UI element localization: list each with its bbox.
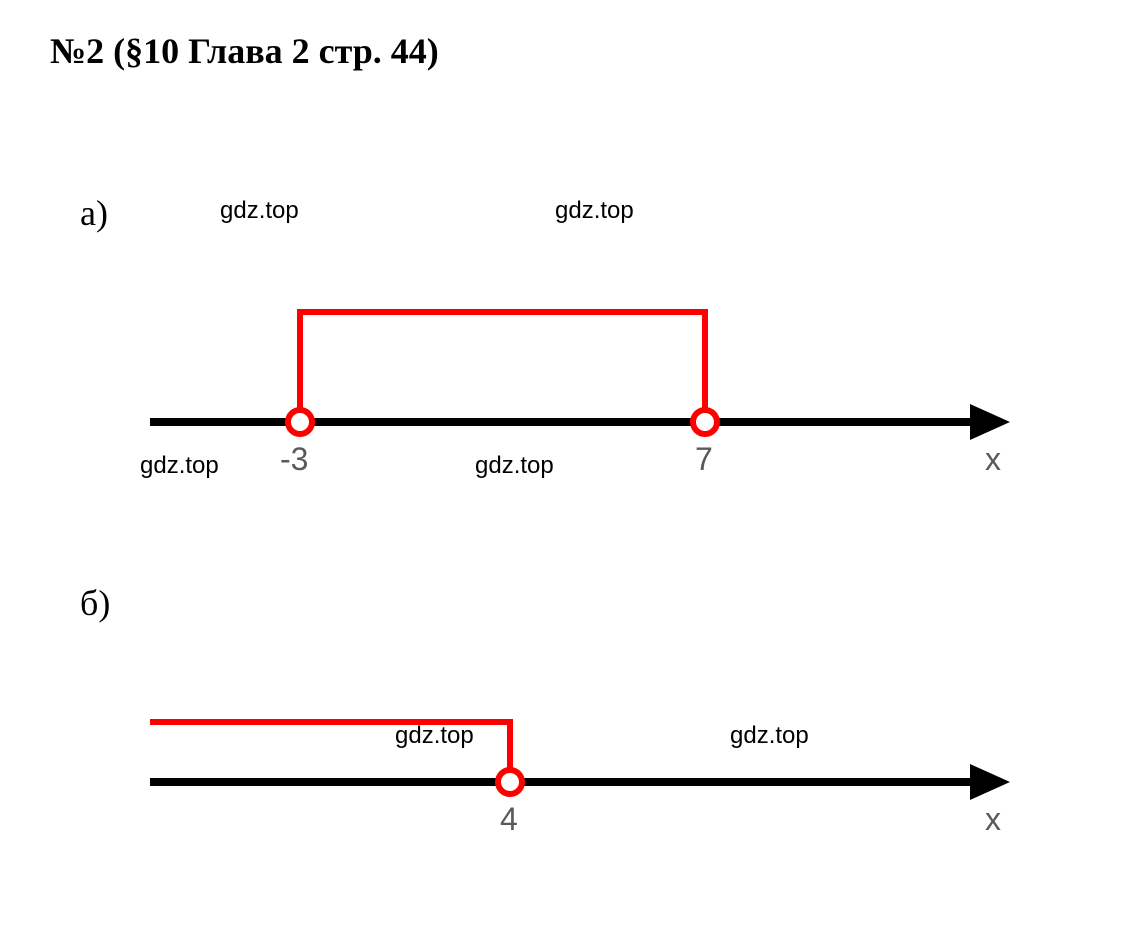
- point-a-right: [693, 410, 717, 434]
- arrow-b: [970, 764, 1010, 800]
- arrow-a: [970, 404, 1010, 440]
- point-b-label: 4: [500, 801, 518, 837]
- diagram-b-svg: 4 x: [50, 662, 1050, 842]
- axis-b-label: x: [985, 801, 1001, 837]
- page-title: №2 (§10 Глава 2 стр. 44): [50, 30, 1083, 72]
- axis-a-label: x: [985, 441, 1001, 477]
- point-a-left: [288, 410, 312, 434]
- point-a-left-label: -3: [280, 441, 308, 477]
- part-b-label: б): [80, 582, 110, 624]
- point-b: [498, 770, 522, 794]
- diagram-a-svg: -3 7 x: [50, 222, 1050, 482]
- watermark-a2: gdz.top: [555, 197, 634, 225]
- point-a-right-label: 7: [695, 441, 713, 477]
- watermark-a1: gdz.top: [220, 197, 299, 225]
